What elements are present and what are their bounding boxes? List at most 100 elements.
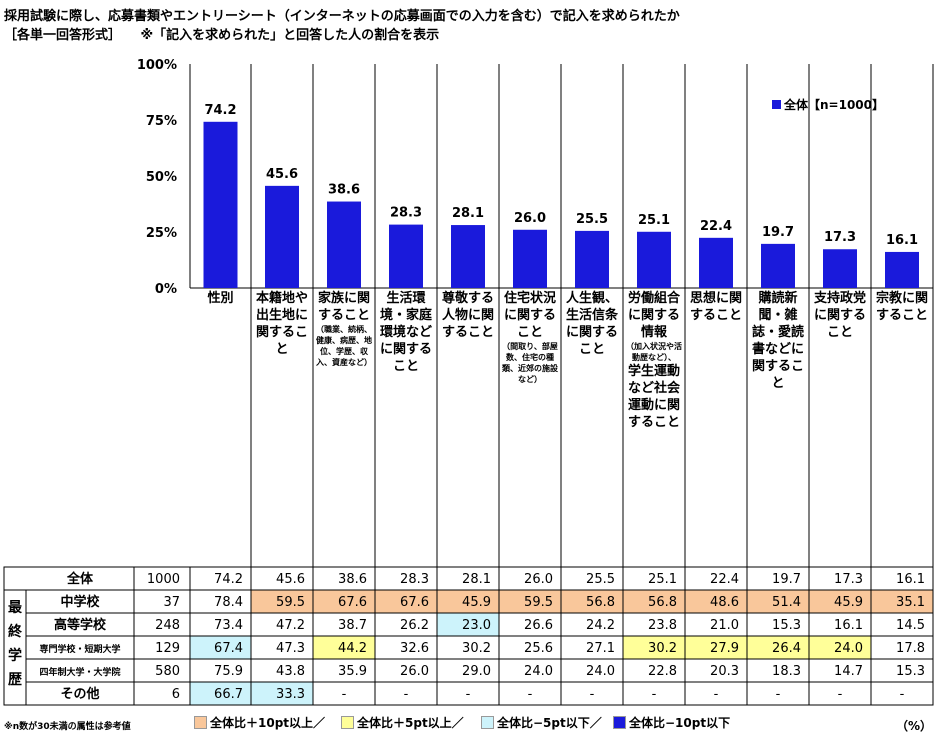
category-note-text: （間取り、部屋数、住宅の種類、近郊の施設など） [502,342,558,384]
table-cell: 26.2 [400,618,429,633]
category-label: 尊敬する人物に関すること [438,290,498,341]
table-cell: 30.2 [648,641,677,656]
table-cell: 78.4 [214,595,243,610]
table-cell: 20.3 [710,664,739,679]
category-label: 住宅状況に関すること （間取り、部屋数、住宅の種類、近郊の施設など） [500,290,560,385]
table-cell: 67.6 [338,595,367,610]
category-main-text: 支持政党に関すること [813,291,866,340]
table-cell: 28.3 [400,572,429,587]
row-n: 37 [163,595,180,610]
cell-highlight [499,590,561,613]
cell-highlight [747,590,809,613]
cell-highlight [685,590,747,613]
table-cell: - [404,687,409,702]
table-cell: 67.4 [214,641,243,656]
table-cell: 21.0 [710,618,739,633]
table-cell: 17.8 [896,641,925,656]
bar [885,251,919,288]
cell-highlight [623,636,685,659]
table-cell: 23.0 [462,618,491,633]
bar [327,201,361,288]
category-label: 宗教に関すること [872,290,932,324]
table-cell: - [590,687,595,702]
cell-highlight [251,682,313,705]
cell-highlight [561,590,623,613]
category-label: 性別 [191,290,250,307]
table-cell: 26.0 [400,664,429,679]
highlight-swatch [341,716,354,729]
cell-highlight [190,682,251,705]
table-cell: 73.4 [214,618,243,633]
highlight-legend-text: 全体比−5pt以下／ [497,716,602,730]
category-main-text: 生活環境・家庭環境などに関すること [379,291,432,374]
group-label-char: 最 [8,599,23,616]
highlight-legend-item: 全体比−10pt以下 [613,714,730,731]
group-label-char: 終 [8,623,23,640]
table-cell: 45.6 [276,572,305,587]
bar [575,230,609,288]
y-tick-label: 50% [146,170,177,185]
table-cell: 66.7 [214,687,243,702]
bar-value-label: 16.1 [886,233,918,248]
table-cell: 24.0 [834,641,863,656]
category-note-text: （加入状況や活動歴など）、 [626,342,682,362]
row-n: 6 [172,687,180,702]
bar-value-label: 17.3 [824,230,856,245]
y-tick-label: 100% [137,58,177,73]
table-cell: 35.9 [338,664,367,679]
row-n: 580 [155,664,180,679]
table-cell: 30.2 [462,641,491,656]
row-n: 1000 [147,572,180,587]
highlight-legend-text: 全体比−10pt以下 [629,716,731,730]
legend-label: 全体【n=1000】 [784,98,884,112]
cell-highlight [809,590,871,613]
cell-highlight [747,636,809,659]
table-cell: 32.6 [400,641,429,656]
table-cell: 15.3 [772,618,801,633]
table-cell: 24.0 [524,664,553,679]
table-cell: 24.2 [586,618,615,633]
bar [699,237,733,288]
table-cell: 48.6 [710,595,739,610]
bar-value-label: 25.1 [638,213,670,228]
highlight-legend-item: 全体比＋5pt以上／ [341,714,464,731]
table-cell: 59.5 [524,595,553,610]
category-main-text: 労働組合に関する情報 [627,291,680,340]
bar [389,224,423,288]
bar [823,249,857,288]
bar [451,225,485,288]
table-cell: - [900,687,905,702]
table-cell: 67.6 [400,595,429,610]
table-cell: - [652,687,657,702]
y-tick-label: 75% [146,114,177,129]
row-label: 専門学校・短期大学 [39,643,120,655]
table-cell: 47.2 [276,618,305,633]
group-label-char: 歴 [8,672,22,688]
cell-highlight [437,613,499,636]
category-label: 購読新聞・雑誌・愛読書などに関すること [748,290,808,392]
chart-subtitle: ［各単一回答形式］ ※「記入を求められた」と回答した人の割合を表示 [4,28,440,43]
bar-value-label: 26.0 [514,211,546,226]
highlight-swatch [613,716,626,729]
highlight-legend-text: 全体比＋5pt以上／ [357,716,464,730]
category-note-text: （職業、続柄、健康、病歴、地位、学歴、収入、資産など） [316,325,372,367]
bar [637,231,671,288]
category-label: 本籍地や出生地に関すること [252,290,312,358]
row-label: 四年制大学・大学院 [39,666,120,678]
table-cell: 16.1 [834,618,863,633]
category-label: 家族に関すること （職業、続柄、健康、病歴、地位、学歴、収入、資産など） [314,290,374,368]
category-label: 労働組合に関する情報 （加入状況や活動歴など）、 学生運動など社会運動に関すること [624,290,684,431]
cell-highlight [871,590,933,613]
table-cell: 56.8 [586,595,615,610]
unit-label: （%） [896,719,933,733]
category-main-text: 家族に関すること [317,291,370,323]
table-cell: - [528,687,533,702]
table-cell: - [466,687,471,702]
table-cell: 16.1 [896,572,925,587]
legend-swatch [772,100,781,109]
category-main-text: 人生観、生活信条に関すること [565,291,618,357]
table-cell: 35.1 [896,595,925,610]
table-cell: 23.8 [648,618,677,633]
category-label: 思想に関すること [686,290,746,324]
bar [513,229,547,288]
